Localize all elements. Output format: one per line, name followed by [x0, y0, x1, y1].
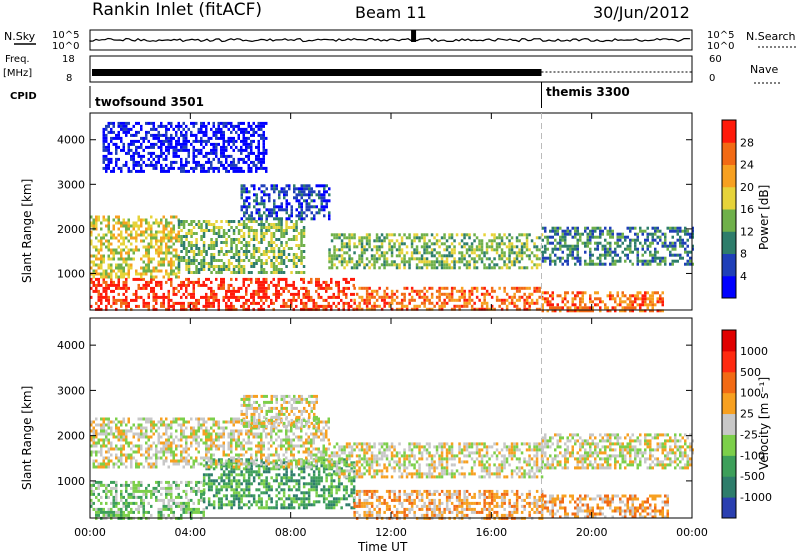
- velocity-echo-region: [353, 489, 544, 520]
- colorbar-tick-label: 12: [740, 225, 754, 238]
- power-colorbar-label: Power [dB]: [757, 185, 771, 250]
- power-echo-region: [90, 215, 180, 279]
- colorbar-tick-label: 16: [740, 203, 754, 216]
- colorbar-swatch: [722, 455, 736, 477]
- power-echo-region: [353, 286, 544, 311]
- x-axis-label: Time UT: [357, 540, 408, 554]
- nsky-label: N.Sky: [4, 30, 36, 43]
- velocity-echo-region: [541, 433, 694, 470]
- cpid-label: CPID: [10, 91, 37, 102]
- freq-tick-bottom: 8: [66, 73, 72, 84]
- colorbar-swatch: [722, 209, 736, 232]
- colorbar-tick-label: 1000: [740, 345, 768, 358]
- x-tick-label: 20:00: [576, 526, 608, 539]
- power-echo-region: [240, 184, 331, 221]
- velocity-y-tick-label: 4000: [57, 339, 85, 352]
- colorbar-swatch: [722, 476, 736, 498]
- colorbar-tick-label: 4: [740, 270, 747, 283]
- power-y-tick-label: 4000: [57, 134, 85, 147]
- colorbar-swatch: [722, 330, 736, 352]
- velocity-echo-region: [328, 442, 544, 479]
- colorbar-tick-label: -100: [740, 449, 765, 462]
- colorbar-swatch: [722, 120, 736, 143]
- power-echo-region: [541, 291, 664, 313]
- power-y-tick-label: 2000: [57, 223, 85, 236]
- nsky-tick-bottom: 10^0: [52, 41, 79, 52]
- colorbar-swatch: [722, 275, 736, 299]
- velocity-panel: 4000 3000 2000 1000 00:00 04:00 08:00 12:00 16:0…: [57, 317, 708, 539]
- velocity-echo-region: [90, 417, 330, 469]
- velocity-echo-region: [202, 458, 356, 510]
- velocity-y-tick-label: 2000: [57, 430, 85, 443]
- power-echo-region: [541, 226, 694, 266]
- velocity-echo-region: [240, 394, 318, 428]
- colorbar-swatch: [722, 164, 736, 188]
- power-echo-region: [328, 233, 544, 270]
- colorbar-swatch: [722, 392, 736, 415]
- power-frame: [89, 112, 693, 311]
- velocity-echo-region: [541, 494, 669, 519]
- colorbar-swatch: [722, 186, 736, 210]
- colorbar-tick-label: -1000: [740, 491, 772, 504]
- colorbar-tick-label: 8: [740, 248, 747, 261]
- nsearch-tick-bottom: 10^0: [707, 41, 734, 52]
- colorbar-swatch: [722, 231, 736, 254]
- velocity-colorbar-label: Velocity [m s⁻¹]: [757, 377, 771, 470]
- colorbar-swatch: [722, 253, 736, 277]
- colorbar-swatch: [722, 413, 736, 435]
- x-tick-label: 12:00: [375, 526, 407, 539]
- freq-tick-top: 18: [62, 54, 75, 65]
- nsearch-tick-top: 10^5: [707, 30, 734, 41]
- x-tick-label: 04:00: [174, 526, 206, 539]
- colorbar-tick-label: 28: [740, 136, 754, 149]
- colorbar-swatch: [722, 371, 736, 394]
- cpid-segment-2: themis 3300: [546, 85, 630, 99]
- parameter-panels: [89, 29, 693, 108]
- colorbar-tick-label: 20: [740, 181, 754, 194]
- x-tick-label: 08:00: [275, 526, 307, 539]
- velocity-colorbar: 1000 500 100 25 -25 -100 -500 -1000: [721, 329, 772, 519]
- date-title: 30/Jun/2012: [593, 3, 690, 22]
- colorbar-tick-label: -25: [740, 428, 758, 441]
- cpid-segment-1: twofsound 3501: [95, 95, 204, 109]
- nsearch-label: N.Search: [746, 30, 796, 43]
- colorbar-tick-label: 25: [740, 408, 754, 421]
- velocity-y-tick-label: 3000: [57, 384, 85, 397]
- power-colorbar: 28 24 20 16 12 8 4: [721, 119, 754, 299]
- velocity-echo-region: [90, 480, 205, 520]
- x-tick-label: 16:00: [475, 526, 507, 539]
- colorbar-tick-label: 500: [740, 366, 761, 379]
- freq-label: Freq.: [5, 54, 30, 65]
- power-y-tick-label: 3000: [57, 178, 85, 191]
- colorbar-swatch: [722, 497, 736, 519]
- colorbar-swatch: [722, 142, 736, 165]
- nsky-tick-top: 10^5: [52, 30, 79, 41]
- velocity-ylabel: Slant Range [km]: [20, 386, 34, 490]
- x-tick-label: 00:00: [676, 526, 708, 539]
- power-y-tick-label: 1000: [57, 267, 85, 280]
- x-tick-label: 00:00: [74, 526, 106, 539]
- nave-label: Nave: [750, 63, 778, 76]
- power-ylabel: Slant Range [km]: [20, 179, 34, 283]
- nave-tick-top: 60: [709, 54, 722, 65]
- colorbar-swatch: [722, 350, 736, 373]
- power-panel: 4000 3000 2000 1000: [57, 112, 694, 313]
- colorbar-swatch: [722, 434, 736, 456]
- colorbar-tick-label: -500: [740, 470, 765, 483]
- colorbar-tick-label: 24: [740, 159, 754, 172]
- beam-title: Beam 11: [355, 3, 427, 22]
- power-echo-region: [90, 277, 355, 311]
- nave-tick-bottom: 0: [709, 73, 715, 84]
- station-title: Rankin Inlet (fitACF): [92, 0, 262, 20]
- velocity-y-tick-label: 1000: [57, 475, 85, 488]
- freq-unit: [MHz]: [3, 68, 32, 79]
- freq-panel: [89, 55, 693, 83]
- power-echo-region: [102, 121, 268, 173]
- colorbar-tick-label: 100: [740, 387, 761, 400]
- power-echo-region: [177, 220, 306, 274]
